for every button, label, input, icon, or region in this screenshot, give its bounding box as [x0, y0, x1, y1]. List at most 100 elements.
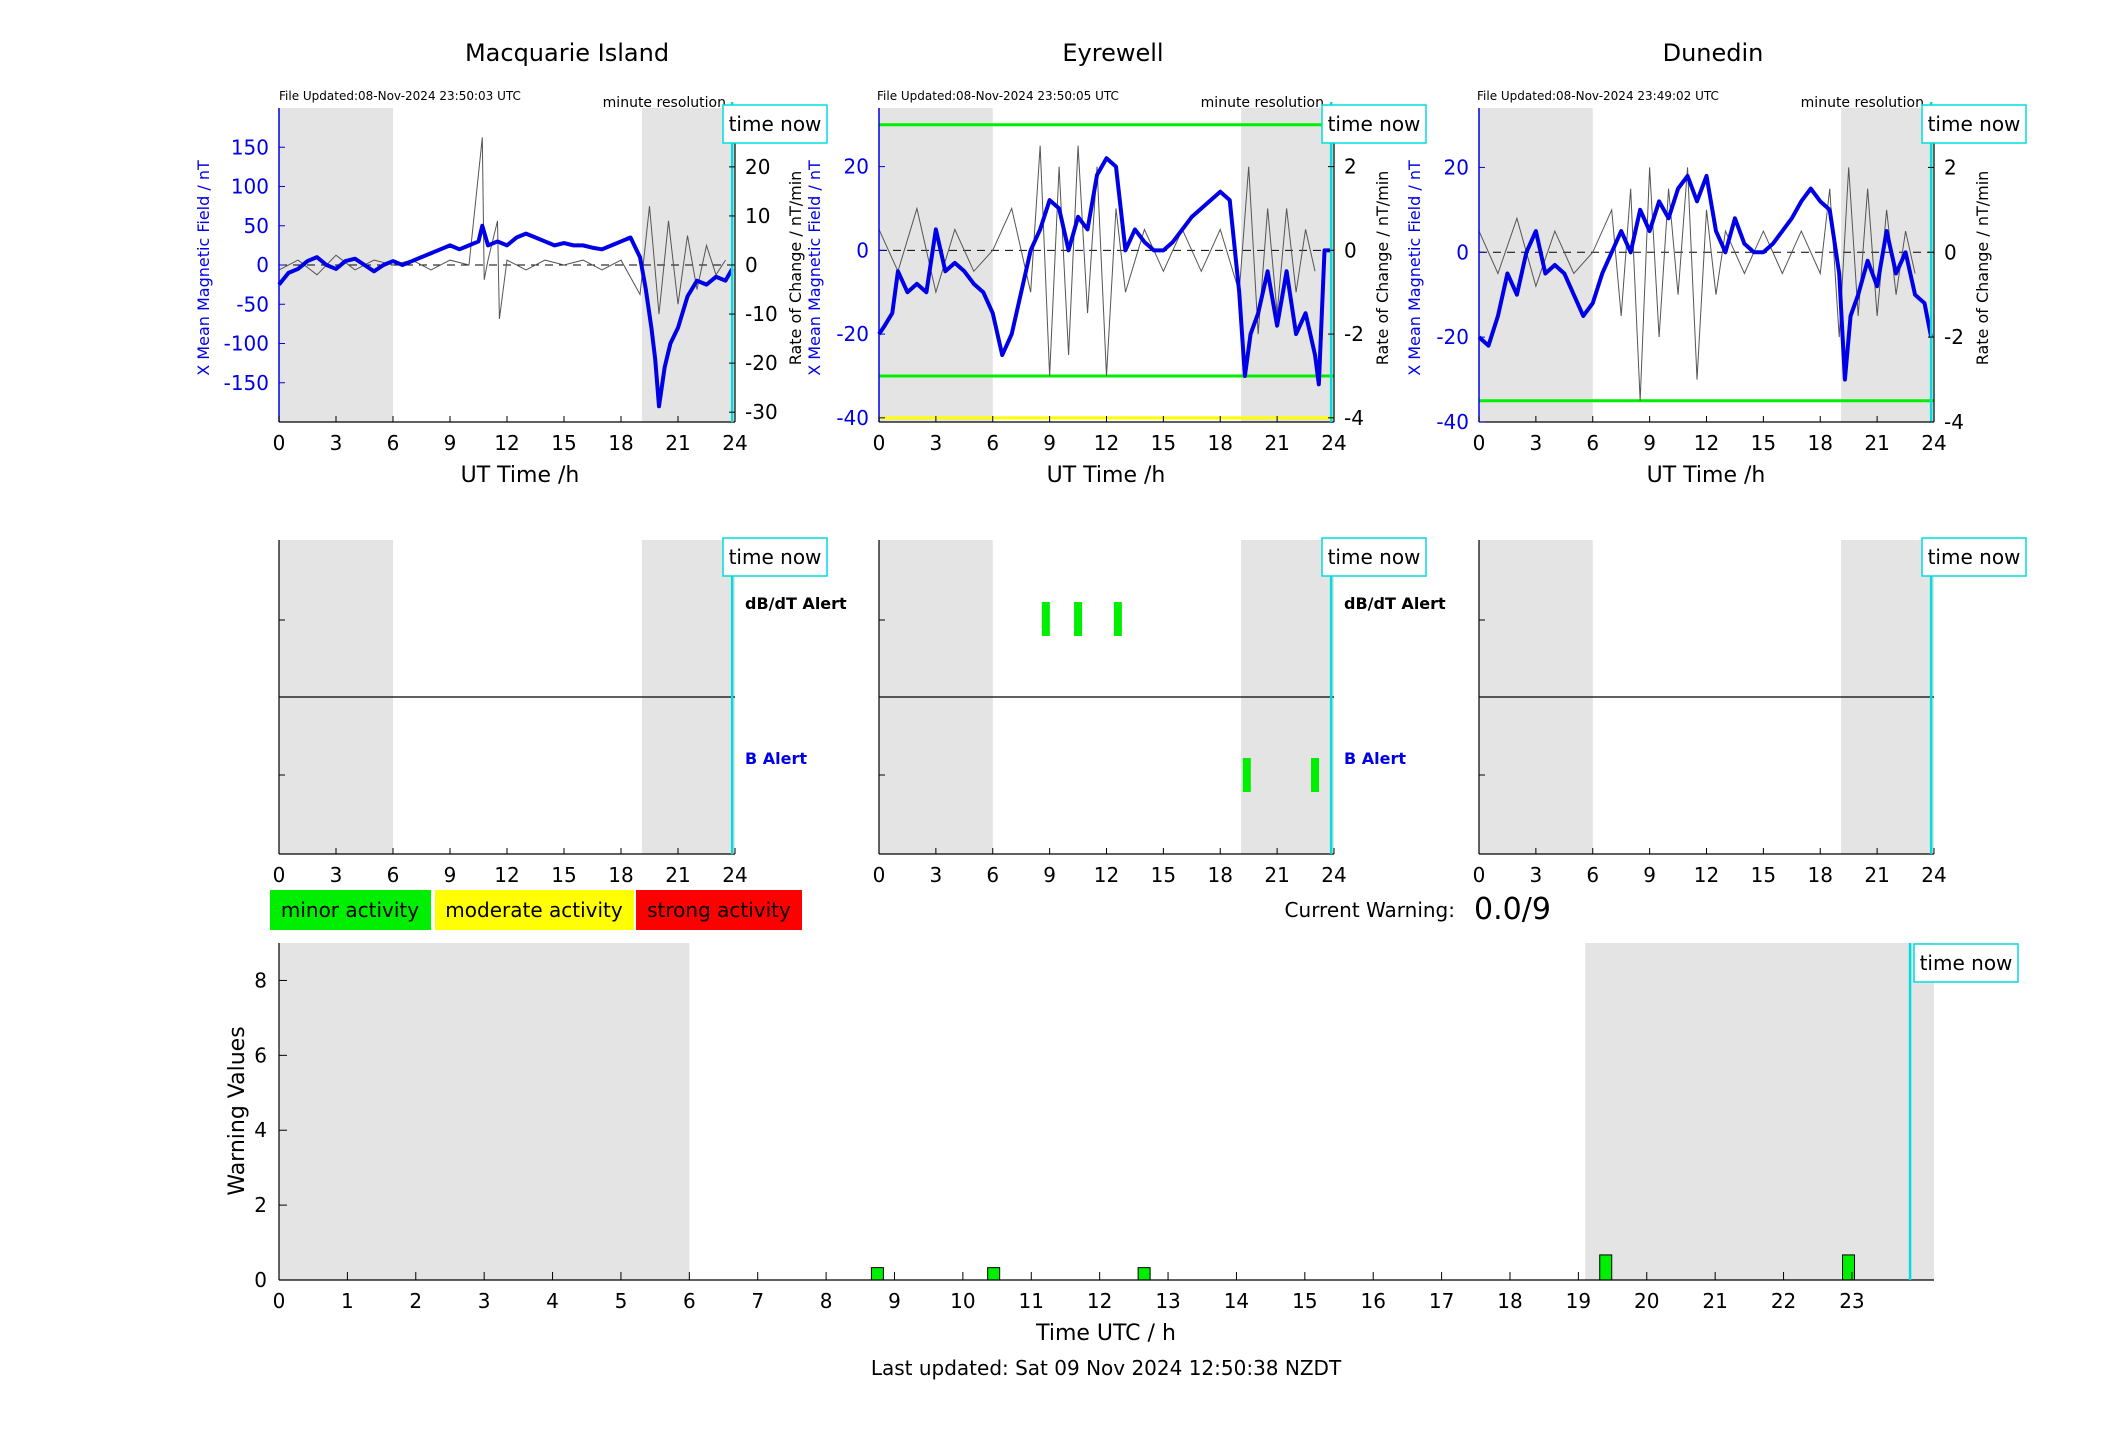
station-panel-macquarie: Macquarie Island File Updated:08-Nov-202… [194, 39, 828, 488]
warning-chart: 0 1 2 3 4 5 6 7 8 9 10 11 12 13 14 15 16 17 18 19 20 21 22 2302… [254, 943, 2019, 1313]
x-tick-label-macquarie: 6 [387, 431, 400, 455]
warning-y-axis-label: Warning Values [225, 1026, 250, 1195]
station-title-dunedin: Dunedin [1663, 39, 1764, 67]
alert-x-tick-label-macquarie: 9 [444, 863, 457, 887]
y-right-tick-label-macquarie: -20 [745, 351, 778, 375]
y-right-tick-label-eyrewell: 2 [1344, 155, 1357, 179]
warning-x-tick-label: 22 [1771, 1289, 1796, 1313]
time-now-box-alert-dunedin [1921, 537, 2027, 577]
station-panel-dunedin: Dunedin File Updated:08-Nov-2024 23:49:0… [1405, 39, 2027, 488]
x-tick-label-eyrewell: 21 [1264, 431, 1289, 455]
alert-x-tick-label-dunedin: 24 [1921, 863, 1946, 887]
warning-x-tick-label: 5 [615, 1289, 628, 1313]
warning-y-tick-label: 8 [254, 968, 267, 992]
warning-x-tick-label: 2 [409, 1289, 422, 1313]
file-updated-eyrewell: File Updated:08-Nov-2024 23:50:05 UTC [877, 89, 1119, 103]
dbdt-alert-label-eyrewell: dB/dT Alert [1344, 594, 1446, 613]
alert-x-tick-label-dunedin: 6 [1586, 863, 1599, 887]
legend-minor-label: minor activity [281, 898, 419, 922]
warning-x-tick-label: 12 [1087, 1289, 1112, 1313]
station-title-macquarie: Macquarie Island [465, 39, 669, 67]
warning-bar [1842, 1254, 1856, 1281]
rate-of-change-series-eyrewell [878, 145, 1316, 376]
warning-y-tick-label: 0 [254, 1268, 267, 1292]
alert-x-tick-label-eyrewell: 0 [873, 863, 886, 887]
y-right-tick-label-macquarie: -10 [745, 302, 778, 326]
warning-x-axis-label: Time UTC / h [1035, 1321, 1176, 1346]
y-right-tick-label-eyrewell: 0 [1344, 238, 1357, 262]
alert-x-tick-label-macquarie: 18 [608, 863, 633, 887]
warning-x-tick-label: 21 [1702, 1289, 1727, 1313]
alert-x-tick-label-macquarie: 15 [551, 863, 576, 887]
x-tick-label-dunedin: 3 [1530, 431, 1543, 455]
alert-panel-macquarie: 0 3 6 9 12 15 18 21 24 dB/dT Alert B Alert time now [273, 537, 847, 887]
activity-legend: minor activity moderate activity strong … [270, 890, 802, 930]
time-now-box-alert-eyrewell [1321, 537, 1427, 577]
legend-minor-swatch [270, 890, 431, 930]
x-tick-label-eyrewell: 15 [1151, 431, 1176, 455]
alert-x-tick-label-eyrewell: 18 [1208, 863, 1233, 887]
alert-x-tick-label-macquarie: 3 [330, 863, 343, 887]
y-left-tick-label-macquarie: 100 [231, 175, 269, 199]
legend-strong-label: strong activity [647, 898, 791, 922]
time-now-label-alert-eyrewell: time now [1328, 545, 1421, 569]
alert-x-tick-label-macquarie: 12 [494, 863, 519, 887]
resolution-label-dunedin: minute resolution [1801, 95, 1924, 111]
y-left-label-macquarie: X Mean Magnetic Field / nT [194, 160, 213, 376]
x-tick-label-macquarie: 21 [665, 431, 690, 455]
y-right-label-dunedin: Rate of Change / nT/min [1973, 171, 1992, 366]
alert-x-tick-label-eyrewell: 9 [1043, 863, 1056, 887]
y-left-tick-label-eyrewell: 20 [844, 155, 869, 179]
warning-x-tick-label: 6 [683, 1289, 696, 1313]
y-left-tick-label-macquarie: -100 [224, 332, 269, 356]
x-tick-label-macquarie: 9 [444, 431, 457, 455]
x-tick-label-dunedin: 21 [1864, 431, 1889, 455]
x-tick-label-macquarie: 12 [494, 431, 519, 455]
time-now-box-warning [1913, 943, 2019, 983]
y-left-tick-label-dunedin: -20 [1436, 325, 1469, 349]
y-left-tick-label-eyrewell: 0 [856, 238, 869, 262]
y-right-tick-label-macquarie: 0 [745, 253, 758, 277]
y-left-tick-label-macquarie: -150 [224, 371, 269, 395]
time-now-box-eyrewell [1321, 104, 1427, 144]
x-tick-label-macquarie: 0 [273, 431, 286, 455]
alert-x-tick-label-eyrewell: 24 [1321, 863, 1346, 887]
y-left-tick-label-macquarie: -50 [236, 292, 269, 316]
y-right-tick-label-dunedin: 2 [1944, 155, 1957, 179]
time-now-box-dunedin [1921, 104, 2027, 144]
dbdt-alert-mark-eyrewell [1074, 602, 1083, 636]
y-left-tick-label-dunedin: 20 [1444, 155, 1469, 179]
dbdt-alert-mark-eyrewell [1041, 602, 1050, 636]
warning-bar [1137, 1267, 1151, 1281]
legend-strong-swatch [636, 890, 802, 930]
alert-x-tick-label-dunedin: 3 [1530, 863, 1543, 887]
resolution-label-macquarie: minute resolution [603, 95, 726, 111]
warning-x-tick-label: 17 [1429, 1289, 1454, 1313]
plot-macquarie: 0 3 6 9 12 15 18 21 24-150-100-50050100150-30-20… [224, 102, 828, 455]
warning-y-tick-label: 2 [254, 1193, 267, 1217]
time-now-label-dunedin: time now [1928, 112, 2021, 136]
warning-x-tick-label: 13 [1155, 1289, 1180, 1313]
y-left-label-eyrewell: X Mean Magnetic Field / nT [805, 160, 824, 376]
alert-x-tick-label-macquarie: 21 [665, 863, 690, 887]
y-right-tick-label-macquarie: 20 [745, 155, 770, 179]
warning-night-shade-0 [279, 943, 690, 1280]
b-alert-label-eyrewell: B Alert [1344, 749, 1406, 768]
magnetic-field-series-eyrewell [877, 156, 1332, 387]
warning-y-tick-label: 6 [254, 1043, 267, 1067]
warning-x-tick-label: 3 [478, 1289, 491, 1313]
night-shade-eyrewell-0 [879, 108, 993, 422]
alert-x-tick-label-dunedin: 21 [1864, 863, 1889, 887]
alert-x-tick-label-eyrewell: 21 [1264, 863, 1289, 887]
x-axis-label-dunedin: UT Time /h [1647, 463, 1766, 488]
alert-x-tick-label-macquarie: 6 [387, 863, 400, 887]
b-alert-mark-eyrewell [1242, 758, 1251, 792]
legend-moderate-swatch [435, 890, 634, 930]
time-now-box-macquarie [722, 104, 828, 144]
y-left-tick-label-macquarie: 50 [244, 214, 269, 238]
x-tick-label-macquarie: 15 [551, 431, 576, 455]
b-alert-label-macquarie: B Alert [745, 749, 807, 768]
x-tick-label-eyrewell: 6 [986, 431, 999, 455]
